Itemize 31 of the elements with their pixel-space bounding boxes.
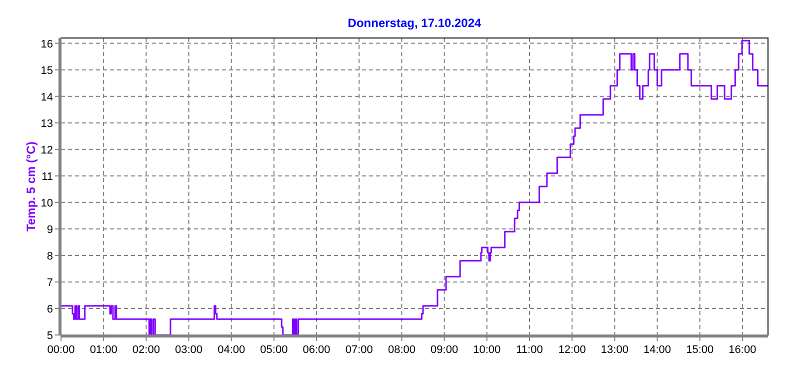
y-tick-label: 13 bbox=[40, 118, 53, 130]
x-tick-label: 07:00 bbox=[345, 344, 373, 356]
y-tick-label: 11 bbox=[42, 170, 53, 183]
x-tick-label: 12:00 bbox=[558, 344, 586, 356]
x-tick-label: 00:00 bbox=[47, 344, 75, 356]
x-tick-label: 08:00 bbox=[388, 344, 416, 356]
x-tick-label: 04:00 bbox=[218, 344, 246, 356]
x-tick-label: 16:00 bbox=[728, 344, 756, 356]
x-tick-label: 02:00 bbox=[132, 344, 160, 356]
y-tick-label: 7 bbox=[46, 276, 53, 289]
y-tick-label: 6 bbox=[46, 303, 53, 316]
y-tick-label: 12 bbox=[40, 144, 53, 156]
x-tick-label: 06:00 bbox=[302, 344, 330, 356]
y-tick-label: 10 bbox=[40, 197, 53, 210]
x-tick-label: 05:00 bbox=[260, 344, 288, 356]
x-tick-label: 14:00 bbox=[644, 344, 672, 356]
y-tick-label: 15 bbox=[40, 64, 53, 77]
y-tick-label: 16 bbox=[40, 38, 53, 50]
y-tick-label: 5 bbox=[46, 330, 53, 342]
x-tick-label: 15:00 bbox=[686, 344, 714, 356]
x-tick-label: 13:00 bbox=[600, 344, 628, 356]
x-tick-label: 11:00 bbox=[516, 344, 543, 356]
y-axis-title: Temp. 5 cm (°C) bbox=[24, 142, 38, 232]
y-tick-label: 14 bbox=[40, 91, 53, 104]
y-tick-label: 9 bbox=[46, 224, 53, 236]
y-tick-label: 8 bbox=[46, 250, 53, 262]
x-tick-label: 09:00 bbox=[430, 344, 458, 356]
chart-title: Donnerstag, 17.10.2024 bbox=[348, 16, 482, 30]
x-tick-label: 01:00 bbox=[90, 344, 118, 356]
x-tick-label: 10:00 bbox=[473, 344, 501, 356]
x-tick-label: 03:00 bbox=[175, 344, 203, 356]
